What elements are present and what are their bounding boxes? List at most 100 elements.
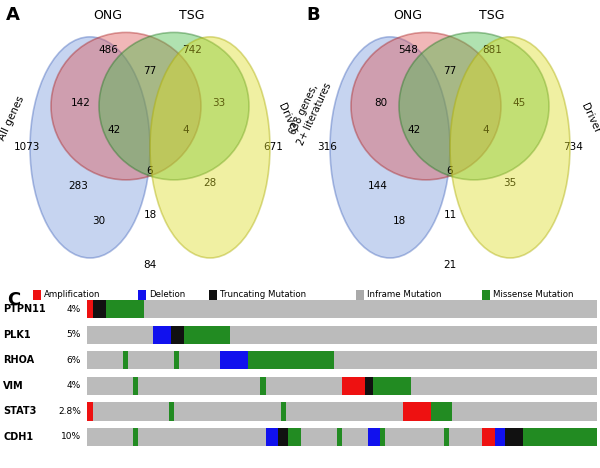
Bar — [482, 290, 490, 300]
Bar — [87, 428, 597, 446]
Bar — [220, 351, 248, 369]
Text: 734: 734 — [563, 142, 583, 153]
Text: 84: 84 — [143, 260, 157, 271]
Text: CDH1: CDH1 — [3, 432, 33, 442]
Text: 18: 18 — [143, 210, 157, 220]
Bar — [87, 300, 93, 318]
Text: 548: 548 — [398, 45, 418, 55]
Text: Driver: Driver — [277, 101, 299, 135]
Bar — [523, 428, 597, 446]
Bar — [482, 428, 495, 446]
Bar — [171, 326, 184, 344]
Bar — [133, 377, 138, 395]
Bar — [248, 351, 334, 369]
Text: STAT3: STAT3 — [3, 406, 37, 417]
Bar — [106, 300, 144, 318]
Text: 283: 283 — [68, 181, 88, 191]
Text: PTPN11: PTPN11 — [3, 304, 46, 314]
Bar — [373, 377, 411, 395]
Bar — [184, 326, 230, 344]
Text: 28: 28 — [203, 178, 217, 188]
Bar — [265, 428, 278, 446]
Bar — [122, 351, 128, 369]
Text: 4%: 4% — [67, 381, 81, 390]
Bar — [431, 402, 452, 421]
Text: 10%: 10% — [61, 432, 81, 441]
Text: Missense Mutation: Missense Mutation — [493, 290, 573, 299]
Bar — [169, 402, 174, 421]
Text: 77: 77 — [443, 66, 457, 76]
Bar — [260, 377, 266, 395]
Text: 11: 11 — [443, 210, 457, 220]
Text: 881: 881 — [482, 45, 502, 55]
Text: 2.8%: 2.8% — [58, 407, 81, 416]
Text: 4%: 4% — [67, 305, 81, 314]
Bar — [365, 377, 373, 395]
Text: 80: 80 — [374, 98, 388, 108]
Text: 42: 42 — [107, 125, 121, 135]
Text: 316: 316 — [317, 142, 337, 153]
Text: 21: 21 — [443, 260, 457, 271]
Bar — [342, 377, 365, 395]
Bar — [133, 428, 138, 446]
Bar — [289, 428, 301, 446]
Bar — [444, 428, 449, 446]
Bar — [87, 377, 597, 395]
Ellipse shape — [351, 32, 501, 180]
Text: 30: 30 — [92, 216, 106, 226]
Bar — [356, 290, 364, 300]
Ellipse shape — [51, 32, 201, 180]
Ellipse shape — [330, 37, 450, 258]
Text: VIM: VIM — [3, 381, 23, 391]
Text: A: A — [6, 6, 20, 24]
Text: 6: 6 — [446, 166, 454, 176]
Ellipse shape — [99, 32, 249, 180]
Text: Amplification: Amplification — [44, 290, 100, 299]
Text: 5%: 5% — [67, 330, 81, 339]
Text: 42: 42 — [407, 125, 421, 135]
Bar — [495, 428, 505, 446]
Bar — [367, 428, 380, 446]
Text: Inframe Mutation: Inframe Mutation — [367, 290, 441, 299]
Text: 18: 18 — [392, 216, 406, 226]
Text: 6: 6 — [146, 166, 154, 176]
Text: RHOA: RHOA — [3, 355, 34, 366]
Bar — [87, 402, 597, 421]
Text: C: C — [7, 291, 20, 309]
Bar — [209, 290, 217, 300]
Text: 1073: 1073 — [14, 142, 40, 153]
Bar — [281, 402, 286, 421]
Bar — [138, 290, 146, 300]
Text: Truncating Mutation: Truncating Mutation — [220, 290, 306, 299]
Text: 6%: 6% — [67, 356, 81, 365]
Bar — [380, 428, 385, 446]
Bar — [33, 290, 41, 300]
Text: PLK1: PLK1 — [3, 330, 31, 340]
Bar — [87, 300, 597, 318]
Ellipse shape — [399, 32, 549, 180]
Bar — [93, 300, 106, 318]
Text: B: B — [306, 6, 320, 24]
Text: ONG: ONG — [94, 9, 122, 22]
Text: 33: 33 — [212, 98, 226, 108]
Text: 144: 144 — [368, 181, 388, 191]
Ellipse shape — [30, 37, 150, 258]
Text: Deletion: Deletion — [149, 290, 185, 299]
Bar — [505, 428, 523, 446]
Text: 638 genes,
2+ literatures: 638 genes, 2+ literatures — [285, 77, 333, 147]
Text: ONG: ONG — [394, 9, 422, 22]
Bar — [87, 351, 597, 369]
Text: 142: 142 — [71, 98, 91, 108]
Text: 4: 4 — [482, 125, 490, 135]
Bar — [337, 428, 342, 446]
Text: 4: 4 — [182, 125, 190, 135]
Bar — [154, 326, 171, 344]
Text: 742: 742 — [182, 45, 202, 55]
Ellipse shape — [450, 37, 570, 258]
Text: 35: 35 — [503, 178, 517, 188]
Bar — [403, 402, 431, 421]
Text: TSG: TSG — [479, 9, 505, 22]
Bar — [278, 428, 289, 446]
Text: Driver: Driver — [580, 101, 600, 135]
Bar — [87, 326, 597, 344]
